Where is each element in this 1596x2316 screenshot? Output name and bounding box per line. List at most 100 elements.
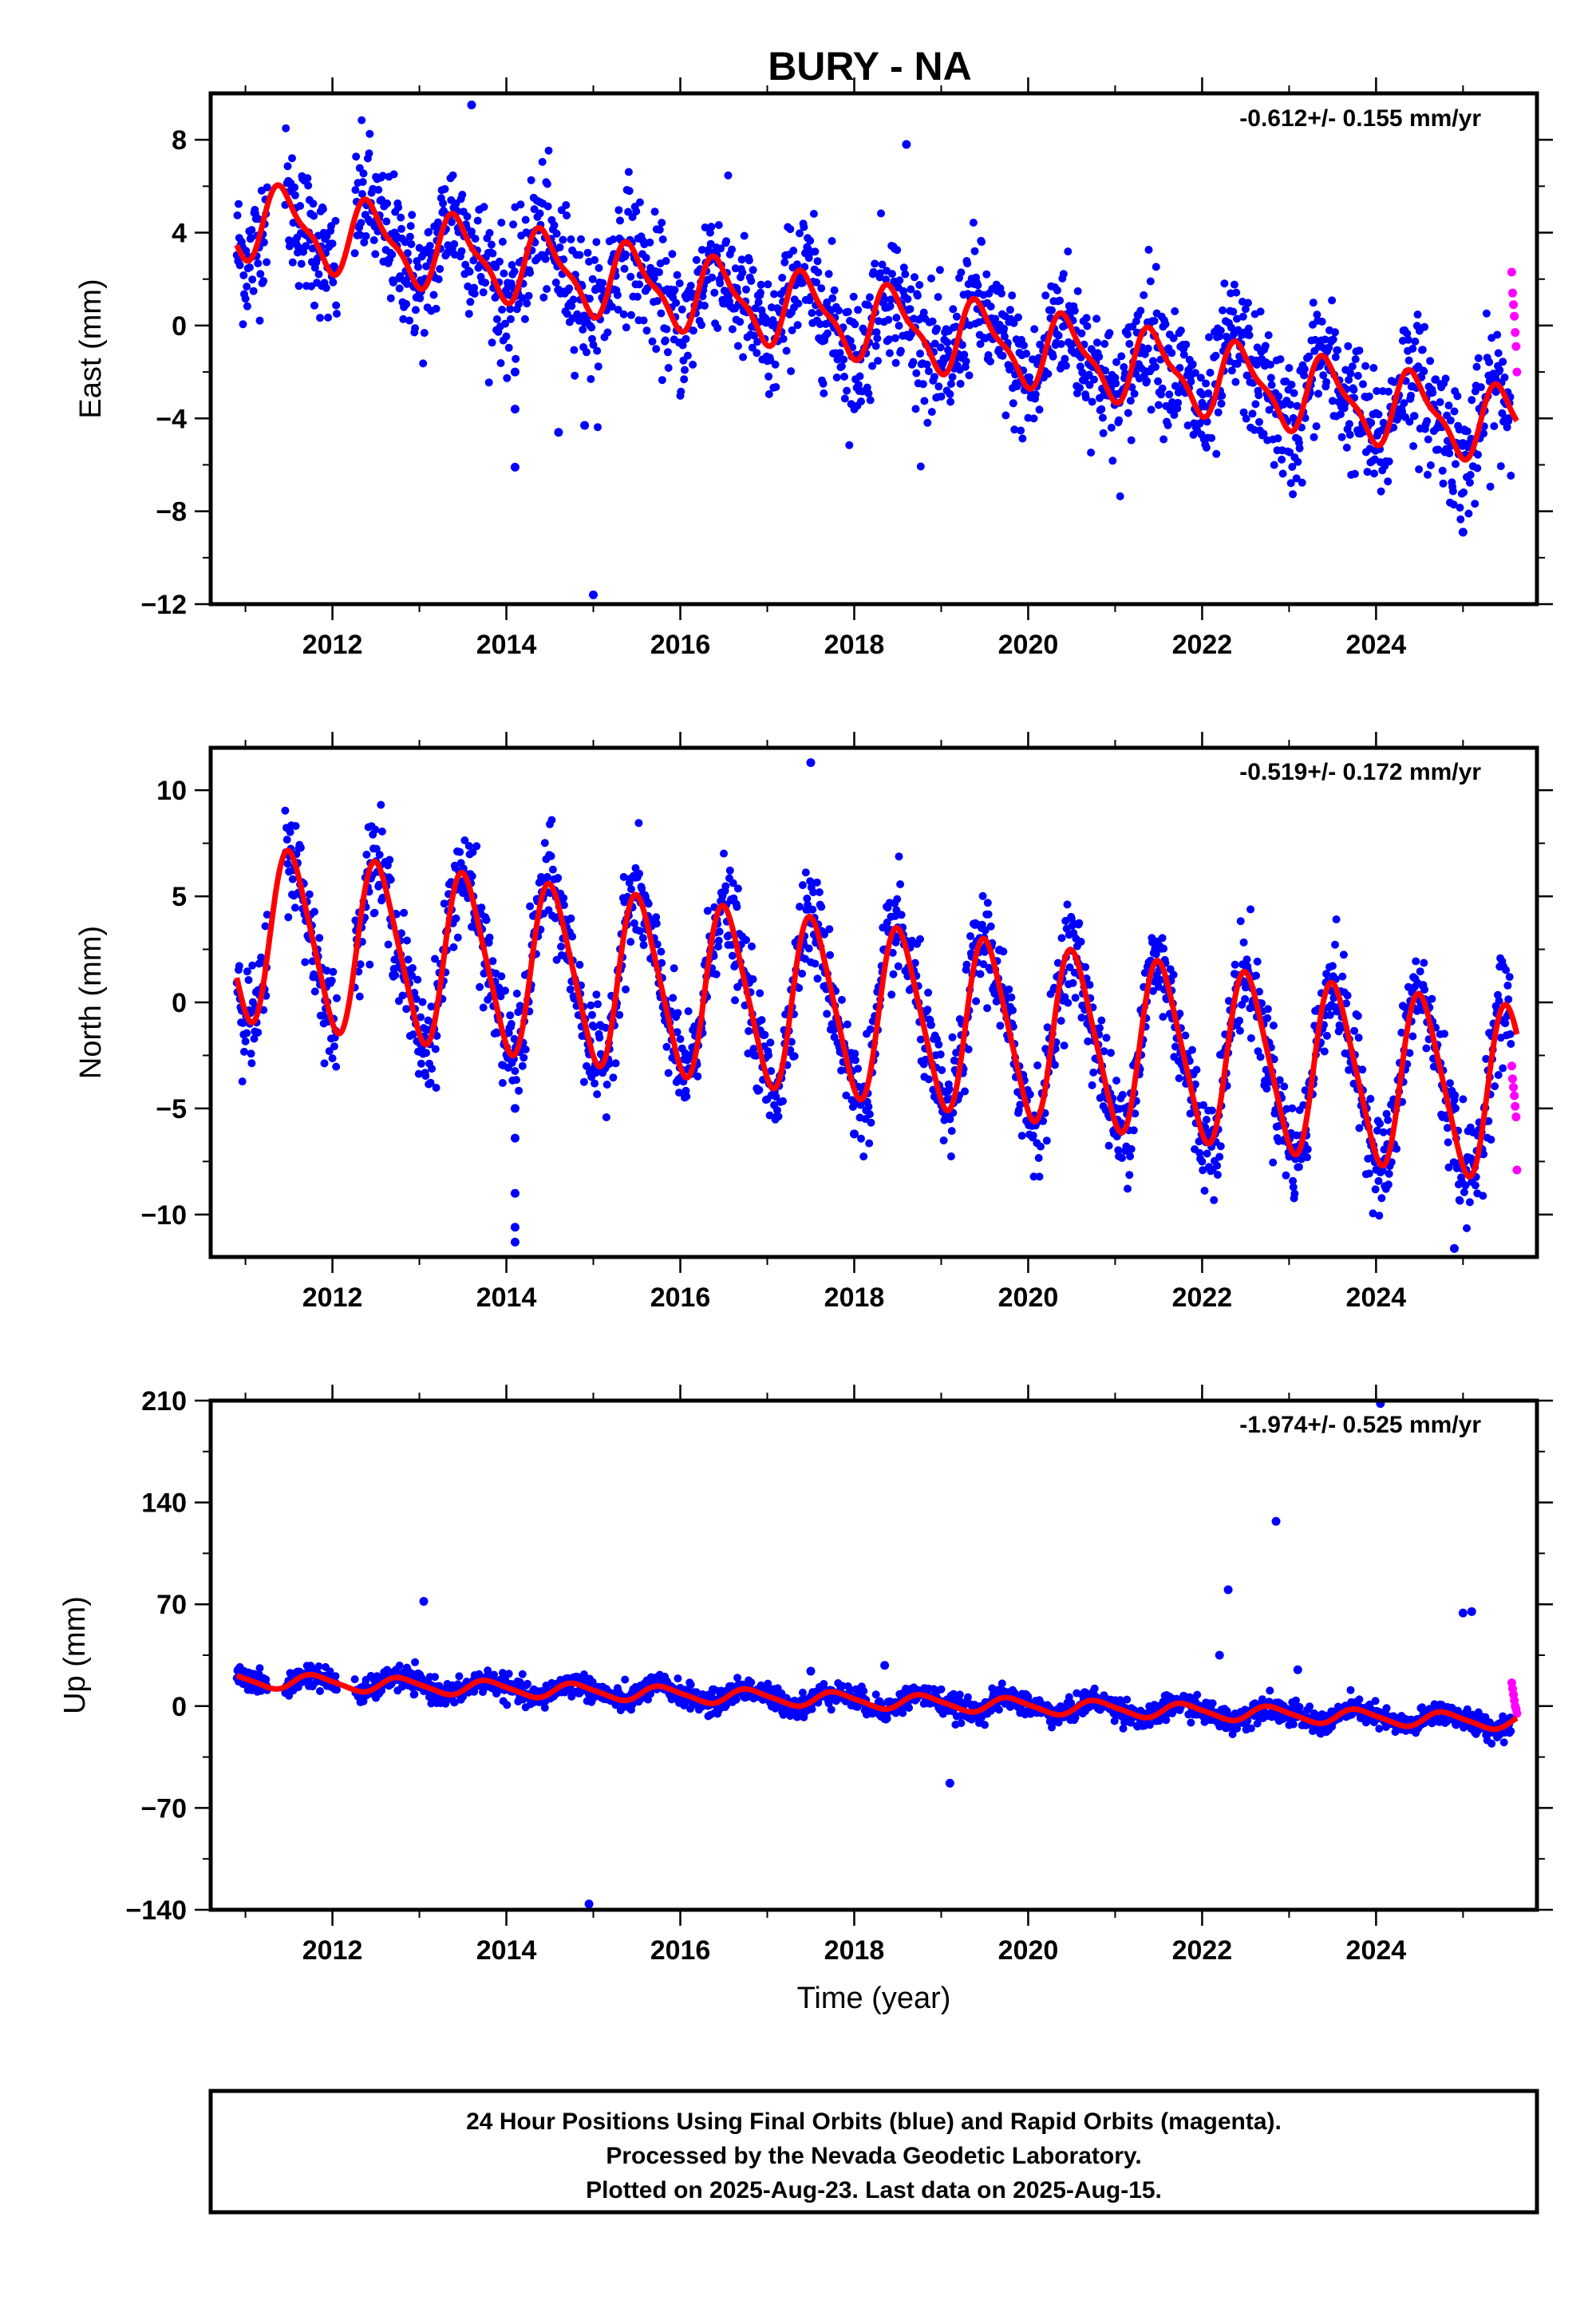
north-point-final (1063, 900, 1072, 909)
north-point-final (590, 1022, 598, 1031)
north-point-final (675, 1089, 683, 1097)
east-point-final (510, 267, 519, 276)
north-point-final (851, 1049, 859, 1058)
east-point-final (429, 290, 438, 299)
north-point-final (1150, 977, 1159, 986)
east-point-final (1233, 314, 1241, 323)
north-point-final (301, 958, 310, 966)
east-point-final (1367, 418, 1376, 427)
up-point-final (455, 1672, 464, 1681)
east-point-final (1036, 340, 1045, 349)
east-point-final (907, 285, 915, 294)
north-point-final (1299, 1101, 1308, 1109)
east-point-outlier (580, 421, 590, 430)
north-point-final (755, 1085, 764, 1094)
north-point-final (644, 899, 653, 908)
east-point-final (1030, 325, 1039, 334)
north-point-final (809, 888, 818, 896)
north-point-final (1452, 1104, 1460, 1113)
north-point-final (1029, 1172, 1038, 1181)
east-point-final (1183, 421, 1192, 430)
north-point-final (866, 1025, 875, 1034)
east-point-final (1017, 426, 1025, 435)
east-point-final (663, 348, 672, 357)
north-point-final (745, 1027, 753, 1035)
north-point-final (731, 996, 739, 1005)
east-point-final (780, 258, 789, 267)
north-point-final (787, 1037, 796, 1046)
north-point-final (296, 844, 305, 852)
north-point-final (1269, 1158, 1278, 1167)
east-point-final (1474, 354, 1483, 362)
east-point-final (290, 183, 299, 192)
north-point-final (946, 1152, 955, 1160)
east-point-final (1439, 479, 1448, 488)
east-point-final (1053, 286, 1061, 294)
east-point-final (333, 310, 341, 318)
east-point-final (1266, 360, 1274, 369)
north-point-final (1479, 1150, 1488, 1159)
east-point-final (1061, 362, 1070, 370)
east-point-final (479, 288, 488, 297)
north-point-final (1420, 958, 1428, 967)
north-point-final (1331, 940, 1339, 949)
east-point-final (283, 162, 292, 171)
east-point-final (1293, 401, 1302, 410)
east-point-final (360, 238, 369, 247)
north-point-final (421, 1072, 430, 1081)
east-point-final (562, 201, 571, 209)
east-point-final (1390, 377, 1398, 386)
east-point-final (936, 343, 945, 352)
north-point-final (1005, 985, 1013, 994)
east-point-final (543, 202, 552, 211)
east-point-final (247, 233, 255, 242)
east-point-final (1384, 477, 1393, 486)
east-point-final (689, 360, 697, 369)
north-point-final (456, 848, 464, 856)
north-point-final (1169, 970, 1178, 979)
east-point-final (798, 279, 807, 287)
east-point-final (1409, 442, 1418, 450)
north-point-final (507, 1020, 516, 1028)
north-point-final (1303, 1145, 1312, 1154)
north-point-final (1241, 994, 1250, 1003)
east-point-final (308, 244, 317, 253)
east-point-final (378, 172, 387, 180)
east-point-final (507, 314, 515, 323)
east-point-final (1165, 390, 1174, 399)
north-point-final (372, 844, 381, 853)
north-point-final (488, 957, 497, 966)
north-point-final (1042, 1136, 1051, 1145)
north-point-final (1269, 1022, 1278, 1030)
east-point-final (471, 235, 480, 243)
east-point-final (296, 202, 305, 210)
north-point-final (1263, 1014, 1272, 1022)
north-point-final (547, 816, 556, 824)
east-point-final (416, 294, 425, 302)
north-point-final (638, 934, 647, 943)
east-point-final (1212, 449, 1221, 458)
east-point-final (1049, 352, 1057, 361)
north-point-final (518, 1061, 527, 1070)
east-point-final (901, 270, 910, 279)
east-point-final (1499, 358, 1507, 366)
east-point-final (530, 205, 539, 214)
east-point-final (371, 250, 380, 259)
north-point-final (635, 869, 644, 878)
east-point-final (488, 249, 497, 258)
north-point-final (403, 936, 411, 945)
north-point-final (1007, 993, 1016, 1002)
north-point-final (283, 860, 292, 868)
east-point-final (496, 359, 505, 367)
east-point-final (840, 373, 848, 381)
north-point-final (682, 1092, 691, 1101)
east-point-final (613, 290, 622, 299)
east-point-final (792, 260, 801, 269)
north-point-final (579, 1077, 588, 1086)
north-point-final (400, 908, 409, 917)
east-point-final (662, 325, 671, 334)
north-point-final (1408, 1032, 1417, 1041)
north-point-final (1200, 1187, 1209, 1195)
east-point-final (1408, 344, 1417, 353)
east-point-final (984, 351, 993, 359)
